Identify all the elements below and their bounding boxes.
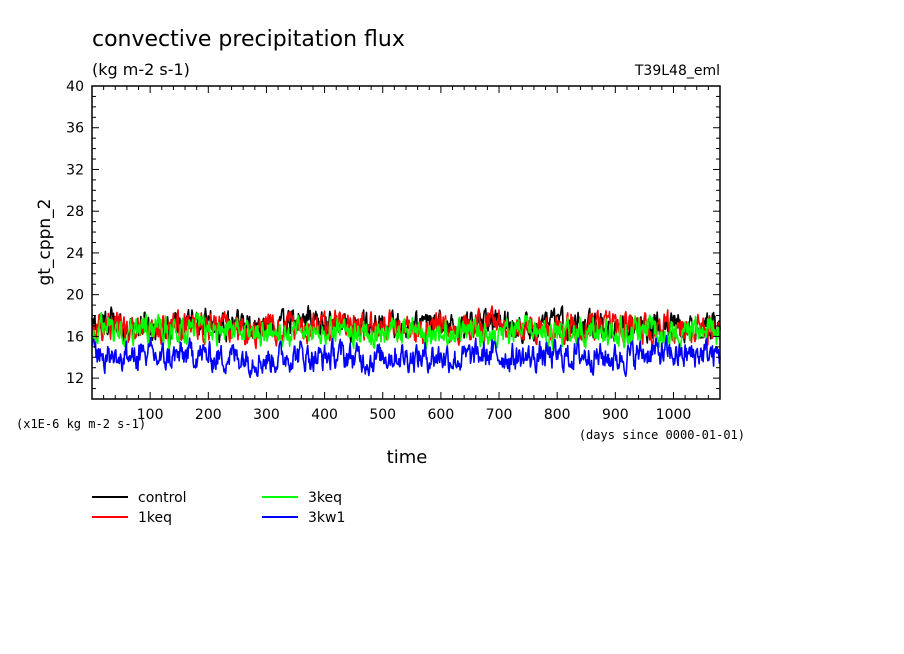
y-tick-label: 32 — [66, 162, 84, 178]
series-layer — [91, 304, 721, 379]
legend-label: 3kw1 — [308, 510, 345, 526]
x-tick-label: 1000 — [656, 407, 692, 423]
legend-label: control — [138, 490, 187, 506]
x-tick-label: 200 — [195, 407, 222, 423]
chart-title: convective precipitation flux — [92, 27, 405, 52]
series-line-3keq — [91, 311, 721, 352]
x-tick-label: 800 — [544, 407, 571, 423]
legend-label: 1keq — [138, 510, 172, 526]
chart-subtitle: (kg m-2 s-1) — [92, 60, 190, 79]
y-axis: 12 16 20 24 28 32 36 40 — [66, 79, 720, 400]
legend-label: 3keq — [308, 490, 342, 506]
y-tick-label: 40 — [66, 79, 84, 95]
x-tick-label: 400 — [311, 407, 338, 423]
y-tick-label: 28 — [66, 204, 84, 220]
x-tick-label: 300 — [253, 407, 280, 423]
x-axis-label: time — [387, 447, 428, 468]
y-tick-label: 36 — [66, 121, 84, 137]
y-tick-label: 24 — [66, 246, 84, 262]
series-line-1keq — [91, 305, 721, 350]
y-tick-label: 16 — [66, 329, 84, 345]
y-axis-label: gt_cppn_2 — [35, 199, 55, 286]
x-tick-label: 500 — [369, 407, 396, 423]
series-line-3kw1 — [91, 334, 721, 379]
x-axis: 100 200 300 400 500 600 700 800 900 1000 — [103, 86, 709, 423]
x-tick-label: 700 — [486, 407, 513, 423]
x-tick-label: 900 — [602, 407, 629, 423]
run-label: T39L48_eml — [634, 63, 720, 79]
x-units-note: (days since 0000-01-01) — [579, 428, 745, 442]
y-tick-label: 20 — [66, 288, 84, 304]
legend: control 1keq 3keq 3kw1 — [92, 490, 345, 526]
y-tick-label: 12 — [66, 371, 84, 387]
x-tick-label: 600 — [428, 407, 455, 423]
y-units-note: (x1E-6 kg m-2 s-1) — [16, 417, 146, 431]
x-tick-label: 100 — [137, 407, 164, 423]
